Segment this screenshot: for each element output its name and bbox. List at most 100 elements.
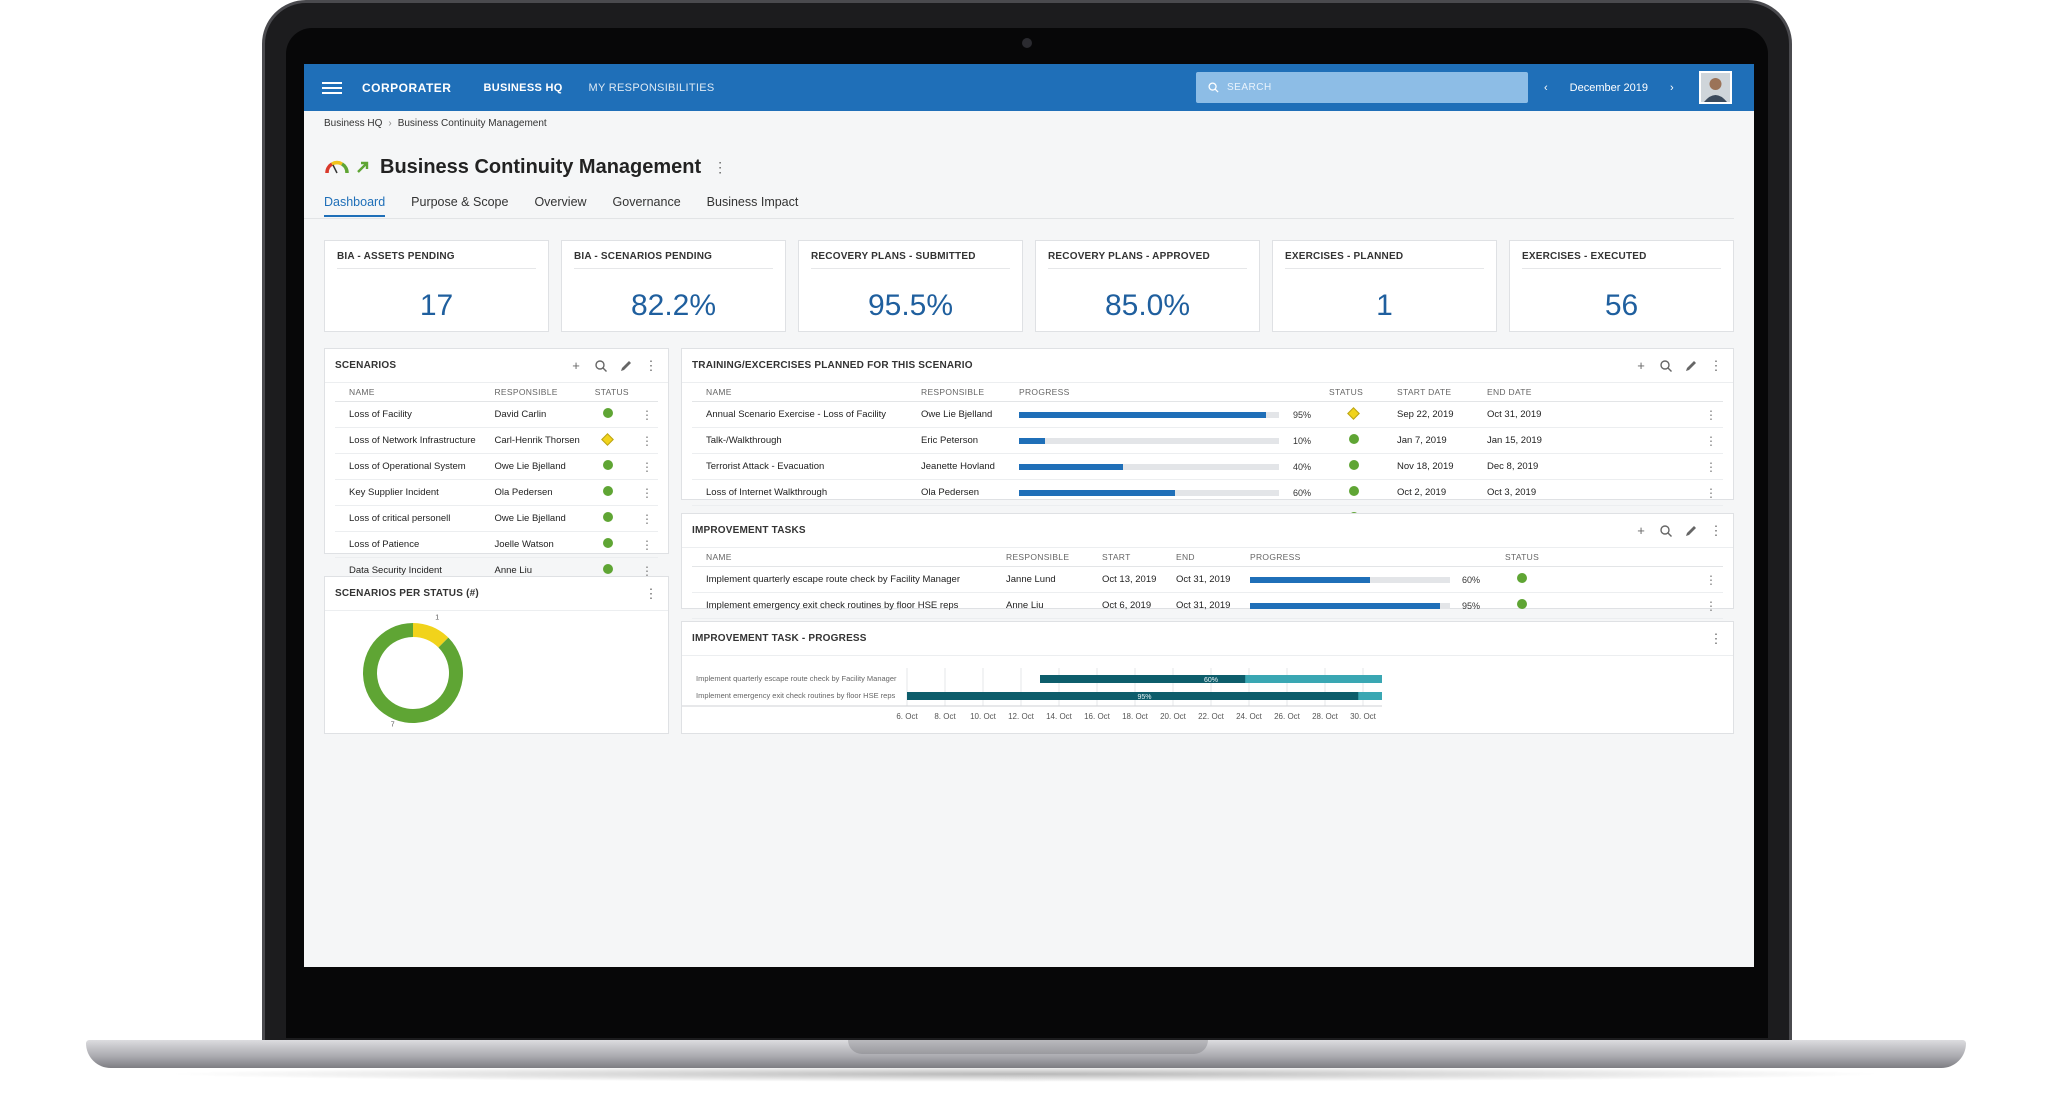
- table-row[interactable]: Annual Scenario Exercise - Loss of Facil…: [692, 401, 1723, 428]
- more-vert-icon[interactable]: ⋮: [1709, 357, 1723, 373]
- search-icon[interactable]: [1659, 359, 1673, 373]
- row-more-vert-icon[interactable]: ⋮: [1699, 453, 1723, 480]
- nav-my-responsibilities[interactable]: MY RESPONSIBILITIES: [588, 81, 715, 94]
- exercise-name[interactable]: Talk-/Walkthrough: [692, 427, 917, 454]
- scenario-name[interactable]: Loss of Patience: [335, 531, 491, 558]
- table-row[interactable]: Loss of Facility David Carlin ⋮: [335, 401, 658, 428]
- scenario-name[interactable]: Key Supplier Incident: [335, 479, 491, 506]
- column-header[interactable]: PROGRESS: [1246, 548, 1501, 567]
- more-vert-icon[interactable]: ⋮: [1709, 630, 1723, 646]
- improvement-table: NAME RESPONSIBLE START END PROGRESS STAT…: [692, 548, 1723, 619]
- scenario-name[interactable]: Loss of critical personell: [335, 505, 491, 532]
- kpi-card[interactable]: EXERCISES - EXECUTED 56: [1509, 240, 1734, 332]
- row-more-vert-icon[interactable]: ⋮: [636, 453, 658, 480]
- table-row[interactable]: Terrorist Attack - Evacuation Jeanette Ho…: [692, 453, 1723, 480]
- row-more-vert-icon[interactable]: ⋮: [1699, 479, 1723, 506]
- column-header[interactable]: NAME: [692, 548, 1002, 567]
- add-icon[interactable]: +: [1637, 357, 1645, 373]
- column-header[interactable]: START DATE: [1393, 383, 1483, 402]
- edit-icon[interactable]: [619, 359, 633, 373]
- status-ok-icon: [1349, 486, 1359, 496]
- chevron-right-icon[interactable]: ›: [1669, 81, 1674, 94]
- row-more-vert-icon[interactable]: ⋮: [1699, 427, 1723, 454]
- column-header[interactable]: START: [1098, 548, 1172, 567]
- period-label[interactable]: December 2019: [1569, 81, 1648, 94]
- nav-business-hq[interactable]: BUSINESS HQ: [483, 81, 563, 94]
- row-more-vert-icon[interactable]: ⋮: [636, 427, 658, 454]
- column-header[interactable]: STATUS: [590, 383, 636, 402]
- column-header[interactable]: STATUS: [1325, 383, 1393, 402]
- column-header[interactable]: NAME: [692, 383, 917, 402]
- more-vert-icon[interactable]: ⋮: [1709, 522, 1723, 538]
- donut-slice[interactable]: [413, 623, 449, 648]
- donut-slice[interactable]: [363, 623, 463, 723]
- column-header[interactable]: RESPONSIBLE: [490, 383, 591, 402]
- scenario-responsible: Owe Lie Bjelland: [490, 453, 591, 480]
- table-row[interactable]: Loss of Internet Walkthrough Ola Pedersen…: [692, 479, 1723, 506]
- improvement-gantt-chart: 6. Oct 8. Oct 10. Oct 12. Oct 14. Oct 16. Oct…: [682, 668, 1382, 721]
- scenario-name[interactable]: Loss of Network Infrastructure: [335, 427, 491, 454]
- row-more-vert-icon[interactable]: ⋮: [636, 505, 658, 532]
- exercise-name[interactable]: Annual Scenario Exercise - Loss of Facil…: [692, 401, 917, 428]
- tab-purpose-scope[interactable]: Purpose & Scope: [411, 194, 509, 209]
- title-row: Business Continuity Management ⋮: [304, 135, 1754, 185]
- column-header[interactable]: END: [1172, 548, 1246, 567]
- more-vert-icon[interactable]: ⋮: [644, 585, 658, 601]
- row-more-vert-icon[interactable]: ⋮: [636, 531, 658, 558]
- kpi-card[interactable]: BIA - ASSETS PENDING 17: [324, 240, 549, 332]
- table-row[interactable]: Loss of Patience Joelle Watson ⋮: [335, 531, 658, 558]
- task-name[interactable]: Implement emergency exit check routines …: [692, 592, 1002, 619]
- column-header[interactable]: STATUS: [1501, 548, 1699, 567]
- table-row[interactable]: Loss of critical personell Owe Lie Bjella…: [335, 505, 658, 532]
- progress-bar-fill: [1250, 576, 1370, 583]
- breadcrumb-item-business-hq[interactable]: Business HQ: [324, 118, 383, 129]
- column-header[interactable]: NAME: [335, 383, 491, 402]
- search-icon[interactable]: [594, 359, 608, 373]
- kpi-card[interactable]: EXERCISES - PLANNED 1: [1272, 240, 1497, 332]
- page-title: Business Continuity Management: [380, 155, 702, 178]
- more-vert-icon[interactable]: ⋮: [713, 158, 728, 175]
- table-row[interactable]: Loss of Network Infrastructure Carl-Henri…: [335, 427, 658, 454]
- tab-governance[interactable]: Governance: [612, 194, 681, 209]
- tab-business-impact[interactable]: Business Impact: [706, 194, 799, 209]
- row-more-vert-icon[interactable]: ⋮: [636, 401, 658, 428]
- more-vert-icon[interactable]: ⋮: [644, 357, 658, 373]
- menu-icon[interactable]: [322, 81, 342, 94]
- column-header[interactable]: END DATE: [1483, 383, 1699, 402]
- search-box[interactable]: [1196, 72, 1528, 103]
- column-header[interactable]: RESPONSIBLE: [917, 383, 1015, 402]
- table-row[interactable]: Key Supplier Incident Ola Pedersen ⋮: [335, 479, 658, 506]
- kpi-card[interactable]: RECOVERY PLANS - APPROVED 85.0%: [1035, 240, 1260, 332]
- add-icon[interactable]: +: [572, 357, 580, 373]
- table-row[interactable]: Talk-/Walkthrough Eric Peterson 10% Jan 7, …: [692, 427, 1723, 454]
- x-tick-label: 30. Oct: [1350, 712, 1377, 721]
- row-more-vert-icon[interactable]: ⋮: [1699, 401, 1723, 428]
- tab-overview[interactable]: Overview: [534, 194, 587, 209]
- edit-icon[interactable]: [1684, 524, 1698, 538]
- search-input[interactable]: [1227, 82, 1507, 93]
- edit-icon[interactable]: [1684, 359, 1698, 373]
- column-header[interactable]: PROGRESS: [1015, 383, 1325, 402]
- app-logo[interactable]: CORPORATER: [362, 80, 452, 95]
- progress-label: 40%: [1293, 461, 1312, 472]
- row-more-vert-icon[interactable]: ⋮: [636, 479, 658, 506]
- kpi-card[interactable]: BIA - SCENARIOS PENDING 82.2%: [561, 240, 786, 332]
- scenario-name[interactable]: Loss of Operational System: [335, 453, 491, 480]
- search-icon[interactable]: [1659, 524, 1673, 538]
- row-more-vert-icon[interactable]: ⋮: [1699, 566, 1723, 593]
- table-row[interactable]: Loss of Operational System Owe Lie Bjella…: [335, 453, 658, 480]
- avatar[interactable]: [1699, 71, 1732, 104]
- exercise-name[interactable]: Loss of Internet Walkthrough: [692, 479, 917, 506]
- exercise-name[interactable]: Terrorist Attack - Evacuation: [692, 453, 917, 480]
- table-row[interactable]: Implement emergency exit check routines …: [692, 592, 1723, 619]
- column-header[interactable]: RESPONSIBLE: [1002, 548, 1098, 567]
- row-more-vert-icon[interactable]: ⋮: [1699, 592, 1723, 619]
- task-name[interactable]: Implement quarterly escape route check b…: [692, 566, 1002, 593]
- tab-dashboard[interactable]: Dashboard: [324, 187, 386, 217]
- add-icon[interactable]: +: [1637, 522, 1645, 538]
- kpi-card[interactable]: RECOVERY PLANS - SUBMITTED 95.5%: [798, 240, 1023, 332]
- chevron-left-icon[interactable]: ‹: [1544, 81, 1548, 94]
- table-row[interactable]: Implement quarterly escape route check b…: [692, 566, 1723, 593]
- scenario-name[interactable]: Loss of Facility: [335, 401, 491, 428]
